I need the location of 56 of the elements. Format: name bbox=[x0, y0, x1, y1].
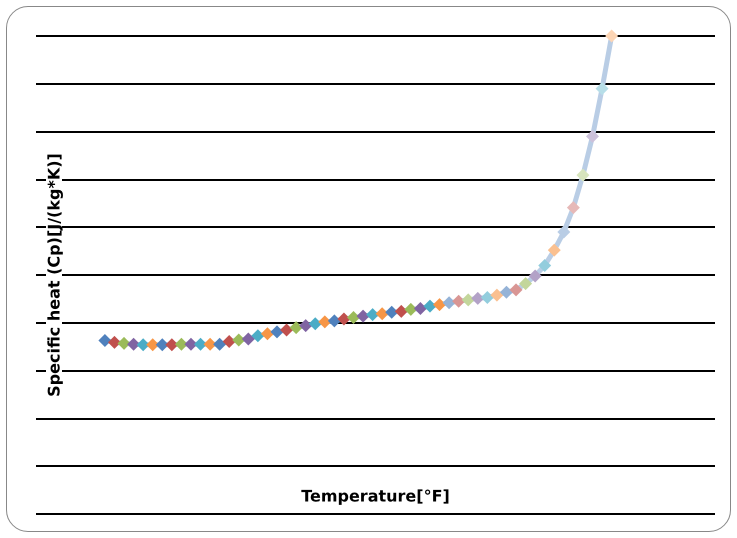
point bbox=[394, 304, 408, 318]
point bbox=[480, 290, 494, 304]
point bbox=[213, 338, 226, 351]
point bbox=[433, 298, 446, 312]
point bbox=[194, 338, 208, 351]
y-axis-title: Specific heat (Cp)[J/(kg*K)] bbox=[44, 153, 64, 397]
point bbox=[146, 338, 160, 352]
point bbox=[557, 225, 570, 238]
point bbox=[404, 302, 418, 316]
point bbox=[490, 288, 504, 302]
point bbox=[548, 244, 561, 257]
point bbox=[538, 258, 552, 272]
point bbox=[366, 308, 380, 322]
point bbox=[452, 294, 466, 308]
point bbox=[337, 312, 350, 326]
point bbox=[528, 269, 542, 282]
point bbox=[251, 329, 264, 342]
point bbox=[242, 332, 255, 346]
point bbox=[586, 130, 600, 143]
point bbox=[204, 338, 217, 351]
point bbox=[346, 311, 360, 324]
point bbox=[98, 334, 112, 347]
point bbox=[318, 315, 332, 328]
point bbox=[184, 338, 198, 351]
point bbox=[174, 338, 188, 351]
point bbox=[423, 300, 436, 313]
point bbox=[385, 306, 398, 319]
point bbox=[222, 334, 236, 348]
point bbox=[232, 334, 246, 347]
point bbox=[566, 201, 580, 214]
x-axis-title: Temperature[°F] bbox=[301, 486, 450, 506]
point bbox=[108, 336, 121, 349]
point bbox=[500, 286, 513, 299]
point bbox=[328, 314, 341, 328]
point bbox=[471, 292, 484, 305]
point bbox=[442, 296, 456, 310]
point bbox=[260, 327, 274, 340]
point bbox=[308, 317, 322, 330]
point bbox=[299, 319, 312, 332]
point bbox=[165, 338, 178, 352]
point bbox=[270, 325, 284, 338]
point bbox=[519, 277, 532, 290]
point bbox=[596, 82, 609, 96]
point bbox=[118, 336, 131, 350]
point bbox=[280, 323, 294, 336]
point bbox=[376, 307, 389, 320]
point bbox=[127, 338, 140, 351]
point bbox=[576, 168, 590, 182]
point bbox=[462, 293, 475, 306]
point bbox=[510, 283, 523, 296]
point bbox=[156, 338, 169, 352]
point bbox=[290, 321, 303, 334]
point bbox=[356, 310, 370, 323]
point bbox=[136, 338, 150, 352]
point bbox=[605, 30, 618, 42]
point bbox=[414, 302, 427, 315]
